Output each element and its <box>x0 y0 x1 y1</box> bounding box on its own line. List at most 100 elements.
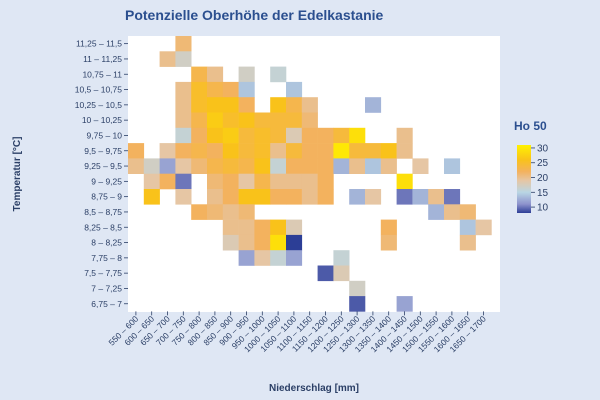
y-tick-label: 10,5 – 10,75 <box>75 85 123 95</box>
heatmap-cell <box>191 97 208 113</box>
heatmap-cell <box>128 143 145 159</box>
heatmap-cell <box>317 265 334 282</box>
heatmap-cell <box>238 204 255 220</box>
heatmap-cell <box>128 158 145 174</box>
heatmap-cell <box>333 265 350 282</box>
heatmap-cell <box>301 158 318 174</box>
y-axis-title: Temperatur [°C] <box>12 137 23 212</box>
heatmap-cell <box>238 189 255 205</box>
heatmap-cell <box>286 189 303 205</box>
heatmap-cell <box>143 189 160 205</box>
heatmap-cell <box>175 97 192 113</box>
heatmap-cell <box>175 189 192 205</box>
heatmap-cell <box>286 250 303 266</box>
heatmap-cell <box>396 189 413 205</box>
heatmap-cell <box>207 81 224 98</box>
heatmap-cell <box>207 66 224 83</box>
heatmap-cell <box>191 204 208 220</box>
heatmap-cell <box>317 127 334 144</box>
heatmap-cell <box>191 112 208 129</box>
y-tick-label: 8 – 8,25 <box>91 238 122 248</box>
heatmap-cell <box>254 158 271 174</box>
y-tick-label: 8,25 – 8,5 <box>84 222 122 232</box>
heatmap-cell <box>143 173 160 190</box>
legend-tick-label: 25 <box>537 158 549 169</box>
heatmap-cell <box>175 81 192 98</box>
heatmap-cell <box>222 127 239 144</box>
heatmap-cell <box>222 97 239 113</box>
legend-title: Ho 50 <box>514 119 547 133</box>
y-tick-label: 11 – 11,25 <box>83 54 122 64</box>
y-tick-label: 9,75 – 10 <box>87 130 123 140</box>
heatmap-cell <box>317 143 334 159</box>
heatmap-cell <box>238 234 255 251</box>
heatmap-cell <box>207 97 224 113</box>
legend-tick-label: 20 <box>537 173 549 184</box>
heatmap-cell <box>428 189 445 205</box>
heatmap-cell <box>286 158 303 174</box>
y-axis-ticks: 11,25 – 11,5 11 – 11,25 10,75 – 11 10,5 – 1… <box>75 39 128 309</box>
heatmap-cell <box>270 219 287 236</box>
y-tick-label: 7 – 7,25 <box>91 283 122 293</box>
y-tick-label: 6,75 – 7 <box>91 299 122 309</box>
heatmap-cell <box>333 158 350 174</box>
y-tick-label: 9,25 – 9,5 <box>84 161 122 171</box>
heatmap-cell <box>222 81 239 98</box>
heatmap-cell <box>412 189 429 205</box>
heatmap-cell <box>207 127 224 144</box>
heatmap-cell <box>380 158 397 174</box>
heatmap-cell <box>317 189 334 205</box>
heatmap-cell <box>222 173 239 190</box>
heatmap-cell <box>396 173 413 190</box>
heatmap-cell <box>270 173 287 190</box>
heatmap-cell <box>143 158 160 174</box>
heatmap-cell <box>254 189 271 205</box>
heatmap-cell <box>191 127 208 144</box>
heatmap-cell <box>207 189 224 205</box>
heatmap-cell <box>207 143 224 159</box>
heatmap-cell <box>270 66 287 83</box>
y-tick-label: 7,75 – 8 <box>91 253 122 263</box>
heatmap-cell <box>238 250 255 266</box>
heatmap-cell <box>222 143 239 159</box>
heatmap-cell <box>286 81 303 98</box>
heatmap-cell <box>207 173 224 190</box>
heatmap-cell <box>207 158 224 174</box>
heatmap-cell <box>254 219 271 236</box>
heatmap-cell <box>191 158 208 174</box>
heatmap-cell <box>238 112 255 129</box>
heatmap-cell <box>286 143 303 159</box>
heatmap-cell <box>270 97 287 113</box>
heatmap-cell <box>396 296 413 312</box>
heatmap-cell <box>380 234 397 251</box>
y-tick-label: 8,5 – 8,75 <box>84 207 122 217</box>
heatmap-cell <box>222 219 239 236</box>
y-tick-label: 10 – 10,25 <box>82 115 122 125</box>
y-tick-label: 9 – 9,25 <box>91 176 122 186</box>
heatmap-cell <box>365 97 382 113</box>
heatmap-cell <box>270 234 287 251</box>
y-tick-label: 10,75 – 11 <box>82 69 122 79</box>
heatmap-cell <box>238 219 255 236</box>
heatmap-cell <box>191 66 208 83</box>
heatmap-cell <box>254 250 271 266</box>
heatmap-cell <box>365 143 382 159</box>
heatmap-cell <box>191 81 208 98</box>
heatmap-cell <box>222 204 239 220</box>
heatmap-cell <box>238 158 255 174</box>
heatmap-cell <box>222 158 239 174</box>
heatmap-cell <box>396 143 413 159</box>
heatmap-cell <box>175 127 192 144</box>
heatmap-cell <box>286 234 303 251</box>
heatmap-cell <box>191 143 208 159</box>
heatmap-cell <box>349 296 366 312</box>
heatmap-cell <box>459 234 476 251</box>
heatmap-cell <box>286 112 303 129</box>
heatmap-cell <box>286 127 303 144</box>
legend-tick-label: 10 <box>537 203 549 214</box>
heatmap-cell <box>222 112 239 129</box>
y-tick-label: 7,5 – 7,75 <box>84 268 122 278</box>
